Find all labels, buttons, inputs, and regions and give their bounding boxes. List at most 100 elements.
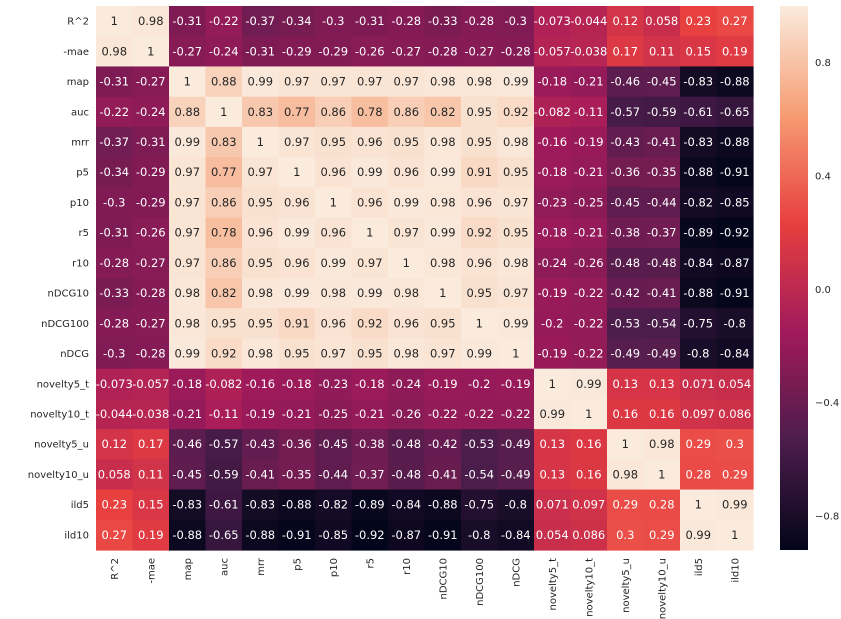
heatmap-cell [424, 126, 462, 158]
heatmap-cell [242, 489, 280, 521]
cell-value-label: 0.99 [466, 347, 492, 361]
heatmap-cell [534, 66, 572, 98]
cell-value-label: 0.071 [536, 498, 569, 512]
cell-value-label: 0.97 [503, 195, 529, 209]
heatmap-cell [242, 96, 280, 128]
cell-value-label: 0.97 [284, 75, 310, 89]
heatmap-cell [497, 66, 535, 98]
cell-value-label: -0.48 [610, 256, 640, 270]
cell-value-label: 0.95 [357, 347, 383, 361]
cell-value-label: -0.27 [464, 44, 494, 58]
cell-value-label: -0.53 [610, 316, 640, 330]
heatmap-cell [534, 278, 572, 309]
heatmap-cell [132, 157, 170, 188]
cell-value-label: -0.83 [245, 498, 275, 512]
cell-value-label: 0.92 [211, 347, 237, 361]
cell-value-label: -0.038 [132, 407, 169, 421]
heatmap-cell [351, 6, 389, 37]
cell-value-label: -0.23 [318, 377, 348, 391]
x-tick-label: novelty5_t [548, 558, 559, 611]
cell-value-label: 0.99 [576, 377, 602, 391]
heatmap-cell [461, 489, 499, 521]
cell-value-label: -0.28 [99, 316, 129, 330]
cell-value-label: 0.86 [211, 256, 237, 270]
heatmap-cell [570, 247, 608, 279]
cell-value-label: -0.88 [683, 165, 713, 179]
heatmap-cell [680, 459, 718, 491]
heatmap-cell [96, 247, 134, 279]
cell-value-label: 0.15 [685, 44, 711, 58]
heatmap-cell [132, 126, 170, 158]
cell-value-label: -0.19 [245, 407, 275, 421]
cell-value-label: 0.95 [247, 195, 273, 209]
heatmap-cell [242, 429, 280, 460]
cell-value-label: -0.83 [683, 75, 713, 89]
heatmap-cell [607, 278, 645, 309]
heatmap-cell [607, 217, 645, 249]
heatmap-cell [643, 278, 681, 309]
cell-value-label: -0.28 [136, 347, 166, 361]
y-tick-label: novelty5_t [37, 379, 90, 390]
cell-value-label: 0.19 [722, 44, 748, 58]
heatmap-cell [315, 278, 353, 309]
heatmap-cell [716, 126, 754, 158]
heatmap-cell [278, 6, 316, 37]
cell-value-label: 0.95 [284, 347, 310, 361]
cell-value-label: 0.12 [612, 14, 638, 28]
heatmap-cell [205, 96, 243, 128]
cell-value-label: 0.82 [211, 286, 237, 300]
heatmap-cell [169, 519, 207, 551]
cell-value-label: 1 [439, 286, 446, 300]
cell-value-label: -0.3 [103, 195, 125, 209]
heatmap-cell [461, 278, 499, 309]
cell-value-label: 0.99 [539, 407, 565, 421]
y-tick-labels: R^2 -mae map auc mrr p5 p10 r5 r10 nDCG10 nDCG100 n… [28, 17, 90, 542]
cell-value-label: 0.097 [682, 407, 715, 421]
cell-value-label: 0.83 [247, 105, 273, 119]
heatmap-cell [96, 66, 134, 98]
cell-value-label: 0.99 [430, 226, 456, 240]
cell-value-label: -0.22 [428, 407, 458, 421]
cell-value-label: 0.96 [284, 256, 310, 270]
cell-value-label: 0.88 [211, 75, 237, 89]
cell-value-label: -0.89 [355, 498, 385, 512]
y-tick-label: nDCG100 [41, 319, 89, 330]
cell-value-label: -0.21 [355, 407, 385, 421]
cell-value-label: 0.97 [174, 165, 200, 179]
cell-value-label: 0.17 [612, 44, 638, 58]
cell-value-label: 0.99 [503, 75, 529, 89]
cell-value-label: -0.057 [132, 377, 169, 391]
heatmap-cell [534, 338, 572, 370]
cell-value-label: -0.48 [391, 467, 421, 481]
heatmap-cell [96, 36, 134, 68]
heatmap-cell [242, 308, 280, 340]
heatmap-cell [242, 217, 280, 249]
colorbar-gradient [780, 6, 808, 550]
heatmap-cell [388, 278, 426, 309]
heatmap-cell [242, 66, 280, 98]
heatmap-cell [315, 217, 353, 249]
cell-value-label: 0.96 [320, 165, 346, 179]
heatmap-cell [497, 519, 535, 551]
heatmap-cell [497, 247, 535, 279]
x-tick-label: ild5 [694, 558, 705, 576]
cell-value-label: -0.21 [574, 226, 604, 240]
heatmap-cell [461, 459, 499, 491]
heatmap-cell [461, 157, 499, 188]
cell-value-label: 1 [695, 498, 702, 512]
cell-value-label: 0.054 [718, 377, 751, 391]
cell-value-label: -0.27 [136, 75, 166, 89]
heatmap-cell [278, 247, 316, 279]
heatmap-cell [132, 519, 170, 551]
cell-value-label: -0.85 [318, 528, 348, 542]
x-tick-label: map [183, 558, 194, 580]
heatmap-cell [424, 429, 462, 460]
cell-value-label: -0.35 [647, 165, 677, 179]
heatmap-cell [680, 368, 718, 400]
cell-value-label: 0.99 [284, 286, 310, 300]
heatmap-cell [534, 459, 572, 491]
cell-value-label: 0.97 [174, 256, 200, 270]
cell-value-label: -0.49 [647, 347, 677, 361]
heatmap-cell [169, 126, 207, 158]
heatmap-cell [205, 217, 243, 249]
